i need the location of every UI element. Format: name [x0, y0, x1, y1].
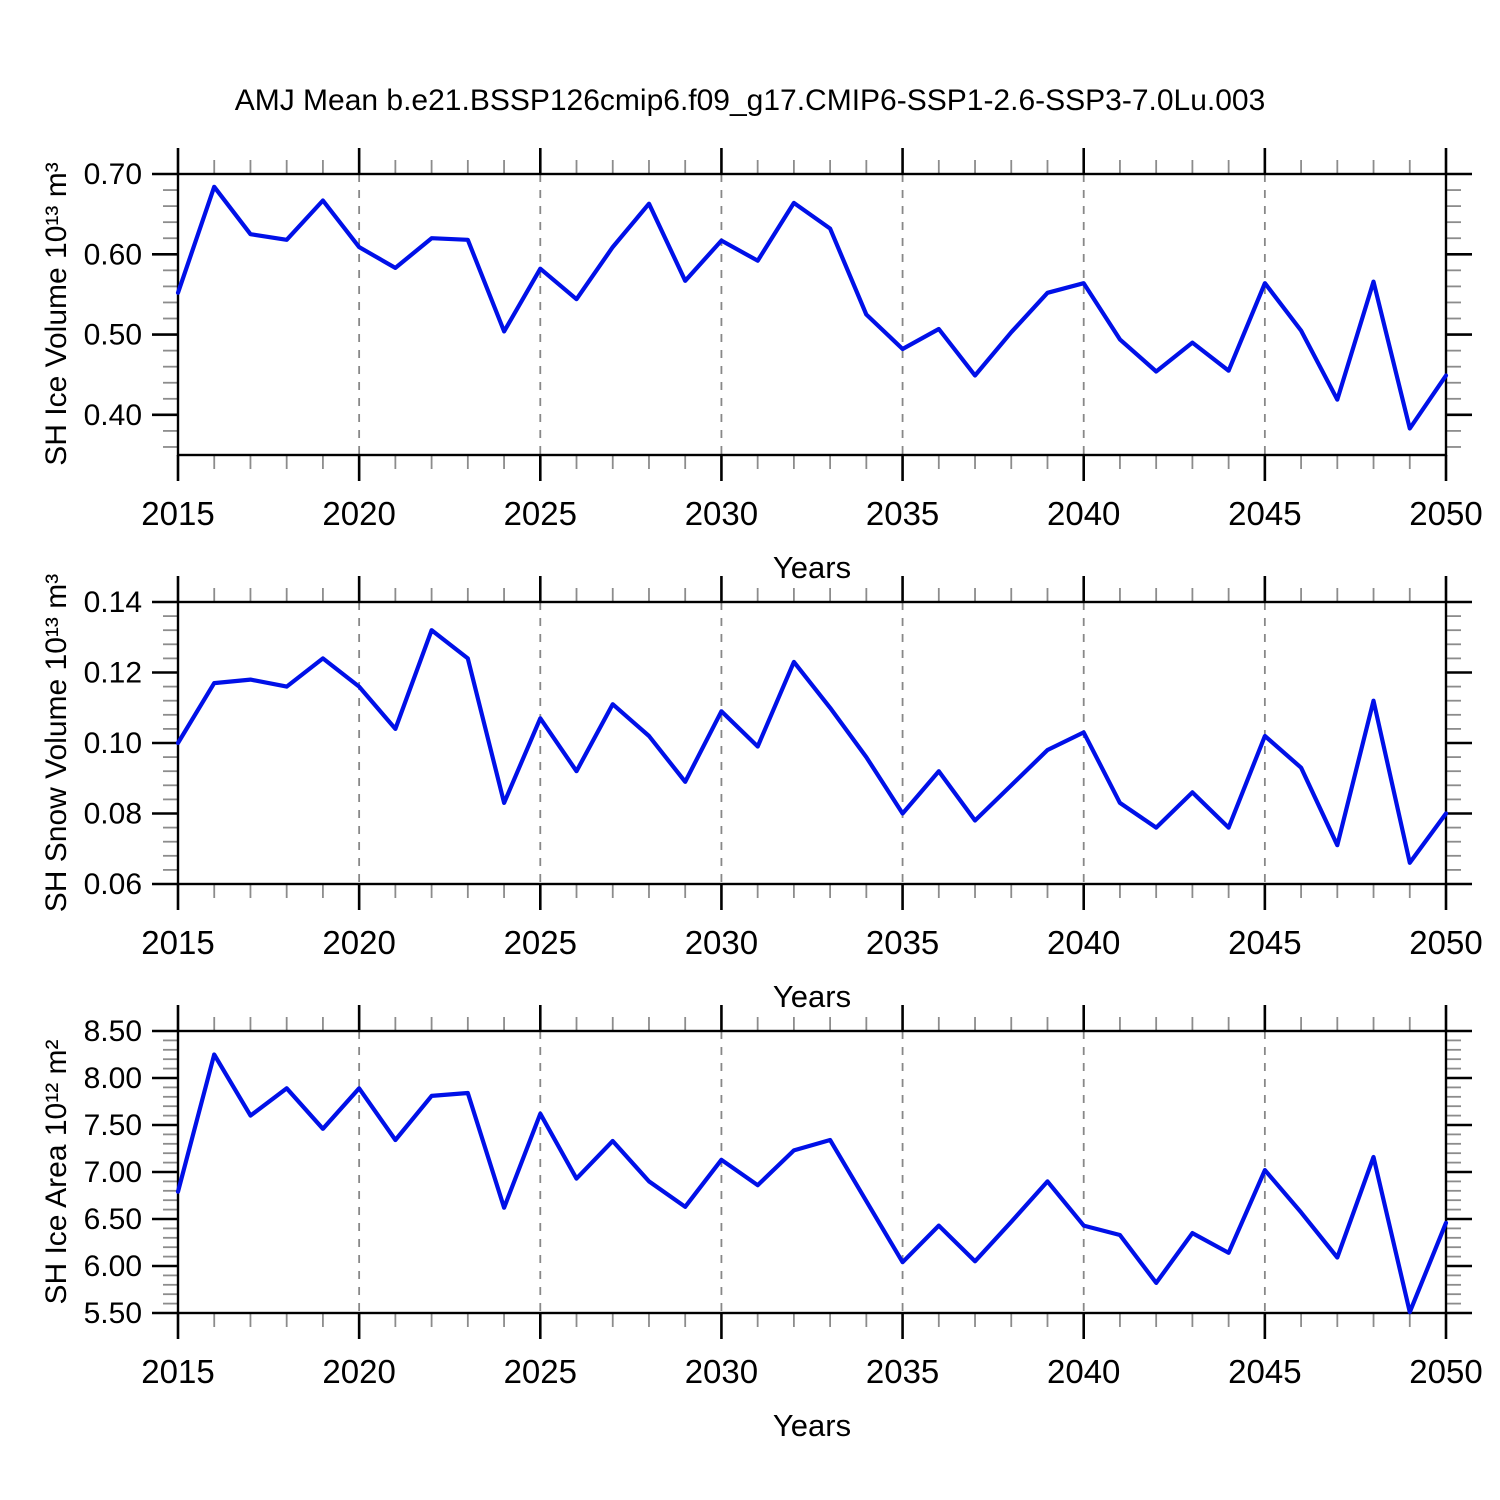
chart-sh-snow-volume: 0.06 0.08 0.10 0.12 0.14 2015 2020 2025 2030 2035…: [84, 576, 1483, 961]
y-tick-label: 8.50: [84, 1015, 142, 1048]
chart-sh-ice-volume: 0.40 0.50 0.60 0.70 2015 2020 2025 2030 2035 2040…: [84, 148, 1483, 532]
data-line-sh-ice-area: [175, 1052, 1449, 1315]
x-tick-label: 2020: [322, 495, 395, 532]
x-tick-label: 2050: [1409, 1353, 1482, 1390]
y-tick-label: 0.12: [84, 657, 142, 690]
x-tick-label: 2050: [1409, 924, 1482, 961]
x-axis-title-ice-volume: Years: [772, 550, 852, 585]
x-tick-label: 2015: [141, 924, 214, 961]
x-tick-label: 2030: [685, 495, 758, 532]
x-tick-label: 2025: [504, 924, 577, 961]
y-axis-title-ice-volume: SH Ice Volume 10¹³ m³: [40, 162, 73, 466]
x-tick-label: 2050: [1409, 495, 1482, 532]
data-line-sh-snow-volume: [175, 628, 1449, 865]
plot-border: [176, 600, 1448, 886]
x-tick-label: 2035: [866, 1353, 939, 1390]
page-title: AMJ Mean b.e21.BSSP126cmip6.f09_g17.CMIP…: [234, 84, 1266, 117]
x-tick-label: 2040: [1047, 495, 1120, 532]
x-tick-label: 2040: [1047, 924, 1120, 961]
plot-border: [176, 172, 1448, 457]
y-axis-title-ice-area: SH Ice Area 10¹² m²: [40, 1039, 73, 1305]
y-tick-label: 8.00: [84, 1062, 142, 1095]
x-tick-label: 2030: [685, 924, 758, 961]
x-tick-label: 2045: [1228, 924, 1301, 961]
y-tick-label: 0.06: [84, 868, 142, 901]
y-tick-label: 0.08: [84, 798, 142, 831]
y-axis-title-snow-volume: SH Snow Volume 10¹³ m³: [40, 573, 73, 913]
y-tick-label: 0.60: [84, 238, 142, 271]
y-tick-label: 0.40: [84, 399, 142, 432]
y-tick-label: 6.50: [84, 1203, 142, 1236]
y-tick-label: 7.00: [84, 1156, 142, 1189]
x-tick-label: 2035: [866, 495, 939, 532]
chart-sh-ice-area: 5.50 6.00 6.50 7.00 7.50 8.00 8.50 2015 2020 2025…: [84, 1005, 1483, 1390]
y-tick-label: 0.14: [84, 586, 142, 619]
x-axis-title-ice-area: Years: [772, 1408, 852, 1443]
x-tick-label: 2045: [1228, 495, 1301, 532]
x-tick-label: 2040: [1047, 1353, 1120, 1390]
x-axis-title-snow-volume: Years: [772, 979, 852, 1014]
y-tick-label: 0.10: [84, 727, 142, 760]
x-tick-label: 2030: [685, 1353, 758, 1390]
x-tick-label: 2025: [504, 495, 577, 532]
y-tick-label: 0.70: [84, 158, 142, 191]
x-tick-label: 2020: [322, 1353, 395, 1390]
x-tick-label: 2015: [141, 1353, 214, 1390]
x-tick-label: 2025: [504, 1353, 577, 1390]
plot-border: [176, 1029, 1448, 1315]
x-tick-label: 2015: [141, 495, 214, 532]
x-tick-label: 2020: [322, 924, 395, 961]
y-tick-label: 0.50: [84, 319, 142, 352]
y-tick-label: 6.00: [84, 1250, 142, 1283]
data-line-sh-ice-volume: [175, 184, 1449, 431]
y-tick-label: 5.50: [84, 1297, 142, 1330]
x-tick-label: 2035: [866, 924, 939, 961]
y-tick-label: 7.50: [84, 1109, 142, 1142]
x-tick-label: 2045: [1228, 1353, 1301, 1390]
